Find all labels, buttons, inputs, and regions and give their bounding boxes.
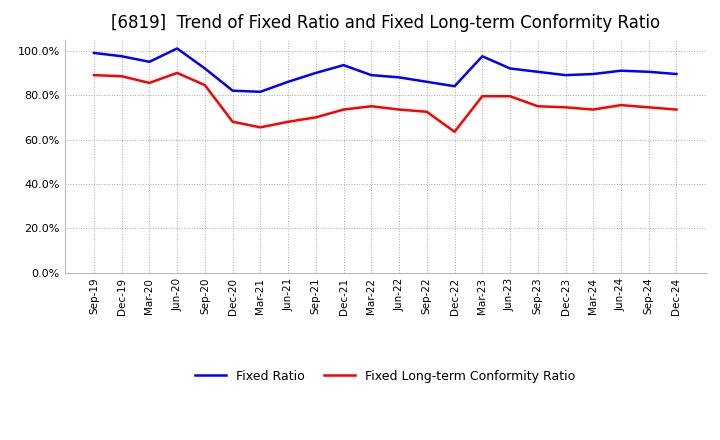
Fixed Long-term Conformity Ratio <box>589 107 598 112</box>
Fixed Long-term Conformity Ratio <box>644 105 653 110</box>
Fixed Long-term Conformity Ratio <box>339 107 348 112</box>
Line: Fixed Ratio: Fixed Ratio <box>94 48 677 92</box>
Fixed Ratio <box>228 88 237 93</box>
Fixed Long-term Conformity Ratio <box>284 119 292 125</box>
Fixed Ratio <box>561 73 570 78</box>
Fixed Long-term Conformity Ratio <box>173 70 181 76</box>
Fixed Long-term Conformity Ratio <box>89 73 98 78</box>
Fixed Long-term Conformity Ratio <box>367 103 376 109</box>
Fixed Long-term Conformity Ratio <box>312 115 320 120</box>
Fixed Ratio <box>284 79 292 84</box>
Fixed Long-term Conformity Ratio <box>256 125 265 130</box>
Fixed Long-term Conformity Ratio <box>145 80 154 85</box>
Fixed Ratio <box>173 46 181 51</box>
Fixed Ratio <box>89 50 98 55</box>
Fixed Long-term Conformity Ratio <box>505 94 514 99</box>
Line: Fixed Long-term Conformity Ratio: Fixed Long-term Conformity Ratio <box>94 73 677 132</box>
Fixed Long-term Conformity Ratio <box>561 105 570 110</box>
Legend: Fixed Ratio, Fixed Long-term Conformity Ratio: Fixed Ratio, Fixed Long-term Conformity … <box>190 365 580 388</box>
Fixed Long-term Conformity Ratio <box>478 94 487 99</box>
Fixed Ratio <box>644 69 653 74</box>
Fixed Ratio <box>423 79 431 84</box>
Fixed Ratio <box>395 75 403 80</box>
Fixed Ratio <box>339 62 348 68</box>
Fixed Ratio <box>256 89 265 95</box>
Fixed Long-term Conformity Ratio <box>534 103 542 109</box>
Fixed Ratio <box>117 54 126 59</box>
Fixed Ratio <box>450 84 459 89</box>
Fixed Ratio <box>534 69 542 74</box>
Fixed Long-term Conformity Ratio <box>672 107 681 112</box>
Fixed Ratio <box>312 70 320 76</box>
Fixed Long-term Conformity Ratio <box>228 119 237 125</box>
Fixed Ratio <box>201 66 210 71</box>
Fixed Ratio <box>145 59 154 64</box>
Fixed Long-term Conformity Ratio <box>616 103 625 108</box>
Fixed Long-term Conformity Ratio <box>450 129 459 134</box>
Fixed Long-term Conformity Ratio <box>117 73 126 79</box>
Fixed Ratio <box>616 68 625 73</box>
Fixed Ratio <box>478 54 487 59</box>
Fixed Long-term Conformity Ratio <box>395 107 403 112</box>
Fixed Long-term Conformity Ratio <box>423 109 431 114</box>
Fixed Ratio <box>589 71 598 77</box>
Fixed Ratio <box>672 71 681 77</box>
Title: [6819]  Trend of Fixed Ratio and Fixed Long-term Conformity Ratio: [6819] Trend of Fixed Ratio and Fixed Lo… <box>111 15 660 33</box>
Fixed Long-term Conformity Ratio <box>201 82 210 88</box>
Fixed Ratio <box>367 73 376 78</box>
Fixed Ratio <box>505 66 514 71</box>
